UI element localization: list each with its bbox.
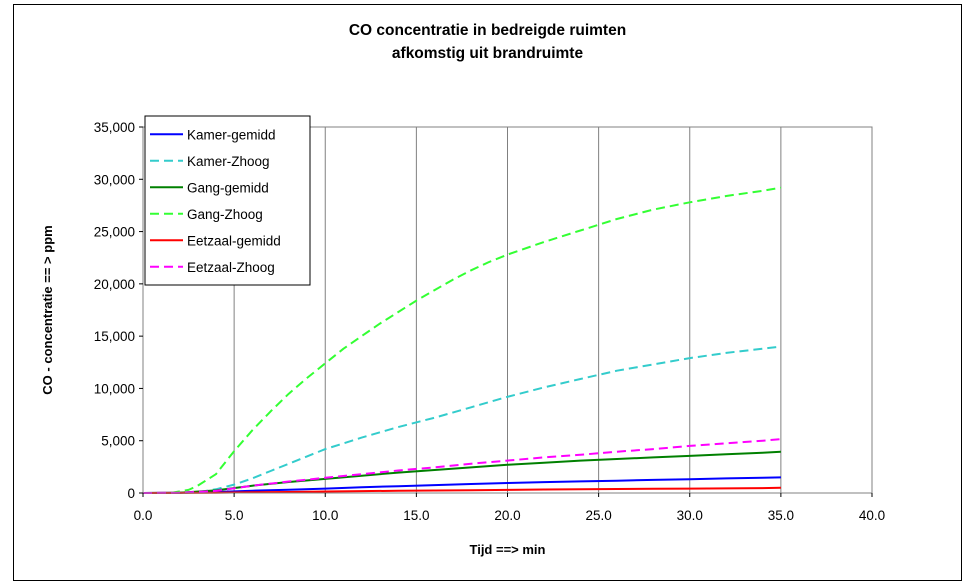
legend-label: Gang-gemidd — [187, 180, 269, 195]
chart-frame — [13, 4, 962, 581]
legend-label: Eetzaal-Zhoog — [187, 260, 275, 275]
x-tick-label: 20.0 — [494, 508, 520, 523]
legend: Kamer-gemidd Kamer-Zhoog Gang-gemidd Gang-Z… — [144, 115, 311, 286]
chart-title-line-2: afkomstig uit brandruimte — [391, 45, 584, 62]
y-tick-label: 35,000 — [94, 120, 135, 135]
grid-lines — [233, 127, 782, 493]
series-line-eetzaal-gemidd — [142, 486, 781, 494]
x-tick-label: 25.0 — [585, 508, 611, 523]
y-tick-label: 10,000 — [94, 381, 135, 396]
x-tick-label: 35.0 — [768, 508, 794, 523]
series-line-gang-gemidd — [142, 450, 781, 494]
legend-box — [144, 115, 311, 286]
series-line-eetzaal-zhoog — [142, 438, 781, 494]
y-tick-label: 20,000 — [94, 277, 135, 292]
x-tick-label: 15.0 — [403, 508, 429, 523]
x-tick-label: 10.0 — [312, 508, 338, 523]
y-tick-label: 5,000 — [101, 434, 135, 449]
series-line-kamer-gemidd — [142, 476, 781, 494]
legend-label: Gang-Zhoog — [187, 207, 263, 222]
chart-title: CO concentratie in bedreigde ruimten afk… — [0, 19, 975, 65]
y-axis-label: CO - concentratie == > ppm — [40, 225, 55, 394]
tick-labels: 0.0 5.0 10.0 15.0 20.0 25.0 30.0 35.0 40.0 0 5,000… — [94, 120, 885, 523]
x-axis-label: Tijd ==> min — [470, 542, 546, 557]
legend-label: Kamer-Zhoog — [187, 154, 270, 169]
series-line-gang-zhoog — [143, 186, 782, 494]
y-tick-label: 30,000 — [94, 172, 135, 187]
y-tick-label: 25,000 — [94, 225, 135, 240]
x-tick-label: 5.0 — [225, 508, 244, 523]
x-tick-label: 30.0 — [677, 508, 703, 523]
chart-title-line-1: CO concentratie in bedreigde ruimten — [348, 22, 627, 39]
x-tick-label: 0.0 — [134, 508, 153, 523]
series-line-kamer-zhoog — [143, 345, 782, 494]
legend-label: Kamer-gemidd — [187, 127, 276, 142]
series-lines — [142, 186, 782, 494]
y-tick-label: 15,000 — [94, 329, 135, 344]
y-tick-label: 0 — [127, 486, 135, 501]
x-tick-label: 40.0 — [859, 508, 885, 523]
legend-label: Eetzaal-gemidd — [187, 233, 281, 248]
